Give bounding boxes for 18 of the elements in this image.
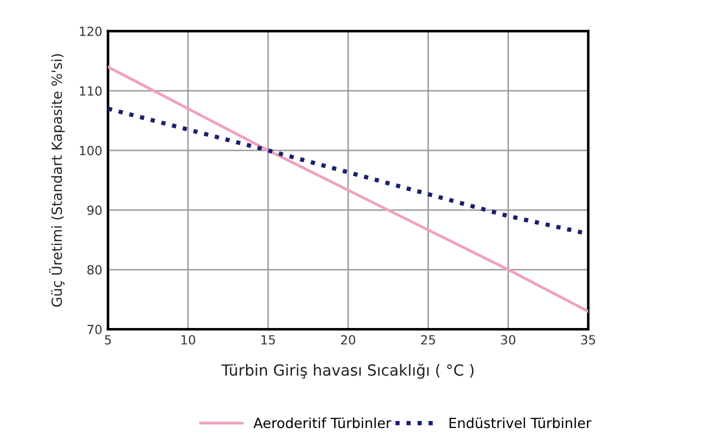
x-tick-label: 25 (421, 335, 436, 345)
y-tick-label: 80 (87, 265, 102, 275)
legend-label: Endüstrivel Türbinler (450, 417, 592, 428)
y-tick-label: 120 (80, 26, 102, 36)
y-tick-label: 90 (87, 206, 102, 215)
y-tick-label: 70 (88, 324, 102, 334)
x-tick-label: 5 (104, 335, 111, 345)
x-tick-label: 15 (262, 335, 275, 345)
x-axis-title: Türbin Giriş havası Sıcaklığı ( °C ) (221, 364, 474, 379)
x-tick-label: 35 (581, 335, 596, 345)
y-tick-label: 110 (80, 86, 102, 96)
x-tick-label: 30 (501, 335, 516, 345)
legend-label: Aeroderitif Türbinler (253, 417, 392, 428)
y-axis-title: Güç Üretimi (Standart Kapasite %'si) (49, 54, 65, 307)
x-tick-label: 10 (181, 335, 196, 345)
line-series (108, 66, 588, 313)
x-tick-label: 20 (341, 335, 356, 345)
y-tick-label: 100 (80, 146, 102, 156)
